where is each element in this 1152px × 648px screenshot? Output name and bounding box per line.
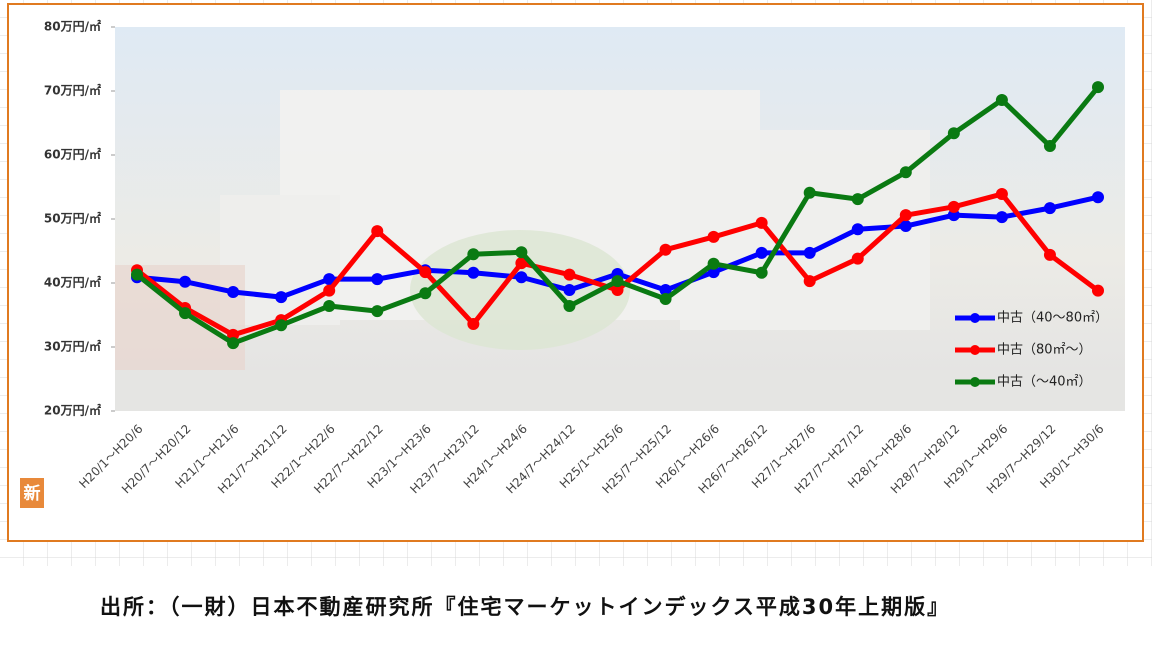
point [899, 209, 912, 222]
point [371, 273, 384, 286]
point [467, 317, 480, 330]
point [659, 284, 672, 297]
legend-marker [970, 345, 980, 355]
y-tick-label: 40万円/㎡ [44, 275, 101, 290]
point [515, 271, 528, 284]
point [563, 284, 576, 297]
point [1043, 248, 1056, 261]
point [659, 243, 672, 256]
badge [20, 478, 44, 508]
point [1092, 191, 1104, 204]
point [995, 211, 1008, 224]
point [371, 225, 384, 238]
point [563, 300, 576, 313]
point [131, 268, 143, 281]
point [851, 193, 864, 206]
point [755, 246, 768, 259]
point [371, 305, 384, 318]
legend-label: 中古（～40㎡） [997, 375, 1092, 390]
y-tick-label: 30万円/㎡ [44, 339, 101, 354]
point [227, 337, 240, 350]
point [611, 284, 624, 297]
point [611, 275, 624, 288]
point [323, 284, 336, 297]
y-tick-label: 60万円/㎡ [44, 147, 101, 162]
point [707, 230, 720, 243]
point [227, 285, 240, 298]
point [419, 266, 432, 279]
y-tick-label: 20万円/㎡ [44, 403, 101, 418]
point [467, 248, 480, 261]
legend-marker [970, 377, 980, 387]
point [707, 257, 720, 270]
sheet-row [0, 566, 1152, 648]
point [995, 188, 1008, 201]
source: 出所：（一財）日本不動産研究所『住宅マーケットインデックス平成30年上期版』 [100, 595, 950, 619]
y-tick-label: 50万円/㎡ [44, 211, 101, 226]
point [899, 166, 912, 179]
point [515, 246, 528, 259]
point [755, 216, 768, 229]
point [323, 300, 336, 313]
point [899, 220, 912, 233]
point [851, 223, 864, 236]
legend-label: 中古（40～80㎡） [997, 311, 1108, 326]
point [803, 186, 816, 199]
point [467, 266, 480, 279]
point [803, 275, 816, 288]
point [1043, 202, 1056, 215]
point [227, 328, 240, 341]
point [323, 273, 336, 286]
point [995, 93, 1008, 106]
point [179, 307, 192, 320]
point [947, 200, 960, 213]
point [707, 266, 720, 279]
point [1092, 81, 1104, 94]
point [947, 209, 960, 222]
point [851, 252, 864, 265]
point [1043, 140, 1056, 153]
point [179, 275, 192, 288]
point [755, 266, 768, 279]
point [275, 291, 288, 304]
point [659, 293, 672, 305]
badge-text: 新 [24, 483, 41, 504]
point [1092, 284, 1104, 297]
point [947, 127, 960, 140]
point [563, 268, 576, 281]
y-tick-label: 70万円/㎡ [44, 83, 101, 98]
point [515, 257, 528, 270]
legend-marker [970, 313, 980, 323]
point [803, 246, 816, 259]
y-tick-label: 80万円/㎡ [44, 19, 101, 34]
legend-label: 中古（80㎡～） [997, 343, 1092, 358]
point [275, 319, 288, 332]
point [419, 287, 432, 300]
